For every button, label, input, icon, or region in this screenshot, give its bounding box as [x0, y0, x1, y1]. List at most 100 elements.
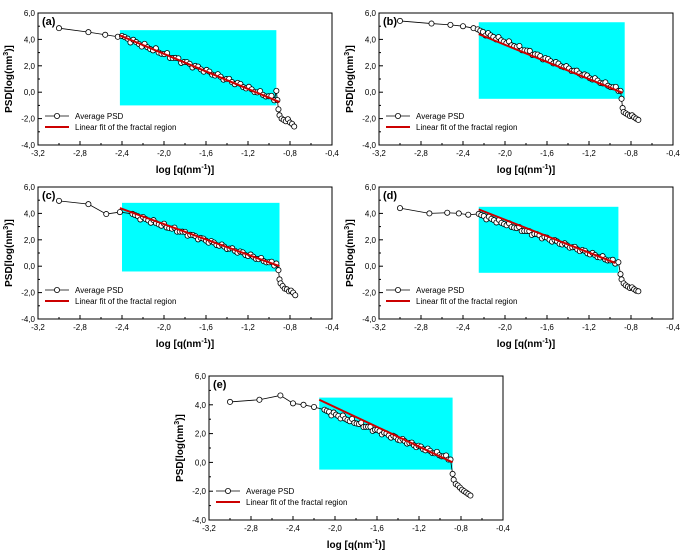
data-point: [467, 492, 474, 499]
x-tick-label: -2,0: [328, 524, 342, 533]
y-tick-label: 2,0: [365, 62, 377, 71]
y-axis-label-end: )]: [175, 414, 186, 421]
legend-fit-label: Linear fit of the fractal region: [246, 498, 347, 507]
data-point: [289, 400, 296, 407]
linear-fit-line: [119, 207, 280, 268]
x-tick-label: -2,8: [414, 323, 428, 332]
y-tick-label: 0,0: [365, 262, 377, 271]
y-axis-label-main: PSD[log(nm: [345, 56, 356, 113]
x-tick-label: -2,0: [498, 323, 512, 332]
y-tick-label: -4,0: [21, 141, 35, 150]
legend: Average PSD Linear fit of the fractal reg…: [386, 112, 517, 132]
x-tick-label: -1,6: [199, 323, 213, 332]
x-tick-label: -2,8: [73, 149, 87, 158]
x-tick-label: -1,2: [241, 149, 255, 158]
y-tick-label: 0,0: [24, 262, 36, 271]
x-tick-label: -0,4: [666, 323, 680, 332]
x-tick-label: -3,2: [31, 323, 45, 332]
x-tick-label: -1,6: [540, 149, 554, 158]
data-point: [277, 392, 284, 399]
legend: Average PSD Linear fit of the fractal reg…: [386, 286, 517, 306]
data-point: [56, 25, 63, 32]
y-axis-label-main: PSD[log(nm: [345, 230, 356, 287]
x-axis-label-main: log [q(nm: [327, 540, 373, 551]
y-tick-label: 4,0: [24, 209, 36, 218]
x-tick-label: -0,4: [325, 149, 339, 158]
data-point: [396, 17, 403, 24]
linear-fit-line: [119, 34, 280, 104]
y-tick-label: 2,0: [365, 236, 377, 245]
x-axis-label: log [q(nm-1)]: [497, 164, 555, 176]
panel-b: -3,2 -2,8 -2,4 -2,0 -1,6 -1,2 -0,8 -0,4 -4,0 -2,0…: [344, 9, 680, 176]
data-point: [617, 271, 624, 278]
data-point: [275, 106, 282, 113]
x-tick-label: -3,2: [202, 524, 216, 533]
y-axis-label-end: )]: [4, 45, 15, 52]
x-tick-label: -0,4: [325, 323, 339, 332]
x-axis-label: log [q(nm-1)]: [156, 338, 214, 350]
panel-label: (b): [383, 16, 397, 28]
y-tick-label: 6,0: [24, 183, 36, 192]
y-tick-label: -2,0: [21, 289, 35, 298]
x-axis-label-end: )]: [549, 165, 556, 176]
data-point: [85, 201, 92, 208]
data-point: [465, 211, 472, 218]
y-axis-label-superscript: 3: [3, 226, 10, 230]
y-axis-label-superscript: 3: [174, 421, 181, 425]
y-tick-label: 4,0: [365, 35, 377, 44]
data-point: [455, 210, 462, 217]
y-tick-label: -4,0: [362, 315, 376, 324]
x-tick-label: -2,4: [286, 524, 300, 533]
data-point: [618, 95, 625, 102]
y-axis-label-end: )]: [4, 219, 15, 226]
x-tick-label: -2,0: [157, 323, 171, 332]
y-tick-label: 4,0: [365, 209, 377, 218]
y-tick-label: 4,0: [195, 401, 207, 410]
y-tick-label: 6,0: [195, 372, 207, 381]
x-axis-label-end: )]: [549, 339, 556, 350]
y-axis-label-superscript: 3: [344, 52, 351, 56]
data-point: [516, 42, 523, 49]
x-tick-label: -0,8: [624, 323, 638, 332]
x-axis-label-main: log [q(nm: [156, 339, 202, 350]
y-tick-label: 2,0: [24, 236, 36, 245]
x-tick-label: -2,4: [115, 149, 129, 158]
y-axis-label-superscript: 3: [344, 226, 351, 230]
data-point: [85, 29, 92, 36]
data-point: [615, 259, 622, 266]
y-tick-label: 6,0: [365, 183, 377, 192]
y-tick-label: 6,0: [24, 9, 36, 18]
y-axis-label-end: )]: [345, 219, 356, 226]
legend-average-marker: [394, 113, 401, 120]
legend-average-marker: [394, 286, 401, 293]
y-tick-label: 0,0: [195, 458, 207, 467]
x-axis-label-main: log [q(nm: [497, 165, 543, 176]
x-tick-label: -0,4: [666, 149, 680, 158]
x-tick-label: -3,2: [372, 149, 386, 158]
y-tick-label: -4,0: [192, 516, 206, 525]
y-tick-label: -4,0: [21, 315, 35, 324]
y-axis-label: PSD[log(nm3)]: [3, 219, 15, 287]
x-tick-label: -3,2: [372, 323, 386, 332]
data-point: [300, 401, 307, 408]
x-tick-label: -2,0: [498, 149, 512, 158]
x-axis-label: log [q(nm-1)]: [497, 338, 555, 350]
data-point: [449, 470, 456, 477]
legend-average-label: Average PSD: [416, 286, 465, 295]
x-tick-label: -2,4: [115, 323, 129, 332]
x-axis-label: log [q(nm-1)]: [156, 164, 214, 176]
linear-fit-line: [478, 208, 616, 264]
data-point: [56, 197, 63, 204]
y-tick-label: 2,0: [24, 62, 36, 71]
x-tick-label: -0,8: [283, 149, 297, 158]
x-tick-label: -3,2: [31, 149, 45, 158]
x-tick-label: -0,4: [496, 524, 510, 533]
y-tick-label: -2,0: [21, 115, 35, 124]
legend-average-marker: [54, 113, 61, 120]
linear-fit-line: [478, 33, 623, 94]
x-tick-label: -1,2: [412, 524, 426, 533]
y-axis-label-main: PSD[log(nm: [4, 230, 15, 287]
y-tick-label: 0,0: [24, 88, 36, 97]
panel-d: -3,2 -2,8 -2,4 -2,0 -1,6 -1,2 -0,8 -0,4 -4,0 -2,0…: [344, 183, 680, 350]
y-tick-label: 0,0: [365, 88, 377, 97]
